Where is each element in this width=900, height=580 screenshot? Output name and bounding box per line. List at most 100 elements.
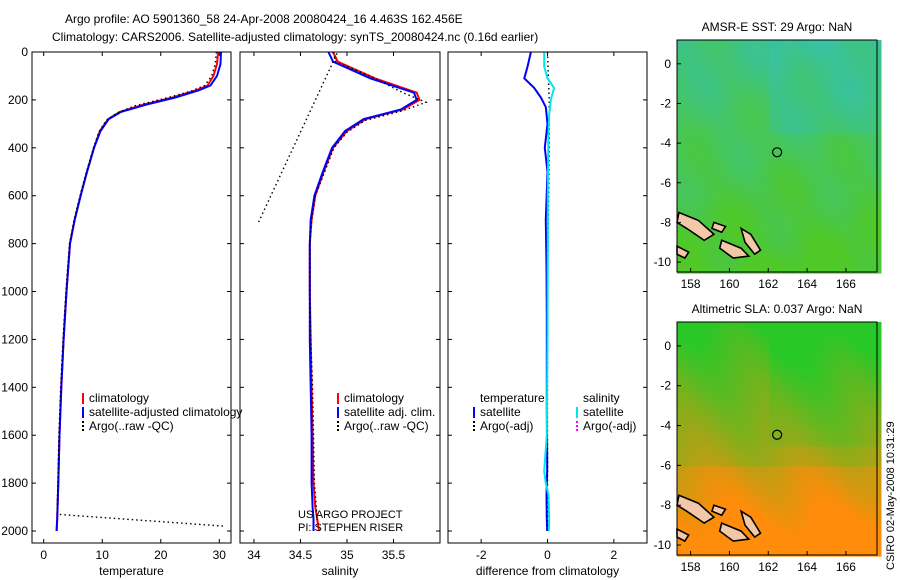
heatmap-cell — [735, 436, 741, 443]
heatmap-cell — [783, 361, 790, 368]
heatmap-cell — [769, 536, 775, 542]
heatmap-cell — [715, 49, 722, 56]
heatmap-cell — [754, 64, 761, 71]
heatmap-cell — [749, 511, 756, 517]
heatmap-cell — [871, 426, 877, 433]
heatmap-cell — [696, 396, 702, 403]
heatmap-cell — [876, 74, 882, 81]
heatmap-cell — [711, 496, 717, 502]
heatmap-cell — [817, 381, 824, 388]
heatmap-cell — [677, 134, 683, 140]
heatmap-cell — [764, 456, 770, 462]
heatmap-cell — [745, 159, 751, 165]
heatmap-cell — [686, 243, 693, 249]
heatmap-cell — [764, 401, 770, 408]
heatmap-cell — [861, 551, 867, 557]
heatmap-cell — [701, 346, 707, 353]
heatmap-cell — [769, 421, 775, 428]
heatmap-cell — [691, 441, 698, 448]
x-tick-label: 2 — [610, 548, 617, 562]
heatmap-cell — [876, 371, 882, 378]
heatmap-cell — [817, 466, 824, 472]
heatmap-cell — [778, 104, 785, 110]
heatmap-cell — [808, 258, 814, 264]
heatmap-cell — [842, 441, 848, 448]
heatmap-cell — [725, 109, 731, 115]
heatmap-cell — [783, 501, 790, 507]
heatmap-cell — [808, 446, 814, 453]
heatmap-cell — [715, 198, 722, 205]
heatmap-cell — [735, 391, 741, 398]
heatmap-cell — [715, 401, 722, 408]
heatmap-cell — [827, 84, 833, 91]
heatmap-cell — [740, 466, 746, 472]
heatmap-cell — [754, 208, 761, 215]
heatmap-cell — [822, 203, 829, 210]
heatmap-cell — [735, 109, 741, 115]
heatmap-cell — [720, 203, 727, 210]
heatmap-cell — [832, 84, 838, 91]
heatmap-cell — [720, 516, 727, 522]
heatmap-cell — [701, 248, 707, 254]
heatmap-cell — [686, 361, 693, 368]
heatmap-cell — [677, 341, 683, 348]
heatmap-cell — [866, 188, 872, 195]
heatmap-cell — [735, 406, 741, 413]
heatmap-cell — [764, 193, 770, 200]
heatmap-cell — [856, 446, 863, 453]
heatmap-cell — [798, 114, 804, 120]
heatmap-cell — [822, 391, 829, 398]
heatmap-cell — [735, 546, 741, 552]
heatmap-cell — [832, 506, 838, 512]
heatmap-cell — [851, 346, 858, 353]
heatmap-cell — [822, 263, 829, 269]
heatmap-cell — [720, 546, 727, 552]
heatmap-cell — [711, 45, 717, 51]
heatmap-cell — [793, 84, 799, 91]
heatmap-cell — [759, 371, 765, 378]
heatmap-cell — [808, 501, 814, 507]
heatmap-cell — [735, 416, 741, 423]
heatmap-cell — [876, 322, 882, 328]
heatmap-cell — [759, 74, 765, 81]
heatmap-cell — [861, 521, 867, 527]
heatmap-cell — [803, 45, 809, 51]
heatmap-cell — [846, 258, 853, 264]
heatmap-cell — [696, 481, 702, 487]
heatmap-cell — [725, 173, 731, 180]
heatmap-cell — [812, 506, 819, 512]
heatmap-cell — [735, 386, 741, 393]
heatmap-cell — [783, 411, 790, 418]
heatmap-cell — [822, 173, 829, 180]
heatmap-cell — [745, 416, 751, 423]
heatmap-cell — [788, 213, 795, 220]
heatmap-cell — [803, 233, 809, 239]
heatmap-cell — [730, 516, 736, 522]
heatmap-cell — [876, 163, 882, 170]
heatmap-cell — [711, 134, 717, 140]
heatmap-cell — [711, 336, 717, 343]
heatmap-cell — [856, 476, 863, 482]
heatmap-cell — [686, 396, 693, 403]
heatmap-cell — [764, 431, 770, 438]
heatmap-cell — [735, 159, 741, 165]
heatmap-cell — [701, 391, 707, 398]
heatmap-cell — [788, 371, 795, 378]
heatmap-cell — [793, 446, 799, 453]
heatmap-cell — [827, 426, 833, 433]
heatmap-cell — [706, 79, 712, 86]
heatmap-cell — [876, 486, 882, 492]
heatmap-cell — [846, 456, 853, 462]
heatmap-cell — [730, 431, 736, 438]
heatmap-cell — [808, 486, 814, 492]
heatmap-cell — [749, 218, 756, 225]
heatmap-cell — [803, 198, 809, 205]
heatmap-cell — [842, 198, 848, 205]
heatmap-cell — [876, 401, 882, 408]
heatmap-cell — [681, 139, 688, 145]
heatmap-cell — [788, 94, 795, 101]
heatmap-cell — [783, 258, 790, 264]
heatmap-cell — [681, 386, 688, 393]
heatmap-cell — [837, 134, 843, 140]
heatmap-cell — [749, 134, 756, 140]
